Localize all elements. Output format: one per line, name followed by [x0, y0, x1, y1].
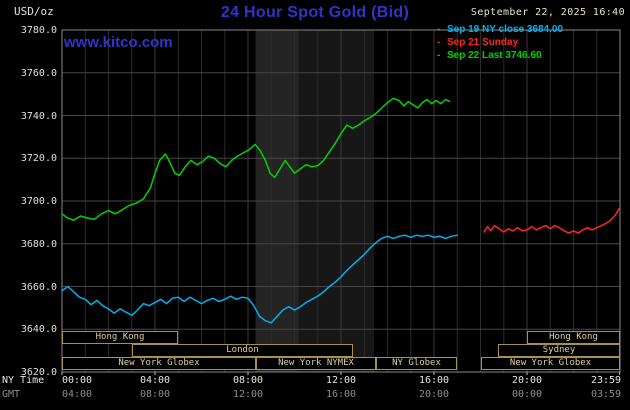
legend-item-sep19: - Sep 19 NY close 3684.00	[437, 23, 563, 36]
x-axis-gmt-tick-label: 20:00	[418, 389, 450, 400]
x-axis-gmt-tick-label: 08:00	[139, 389, 171, 400]
y-axis-label: 3640.0	[20, 324, 57, 335]
x-axis-ny-tick-label: 00:00	[61, 375, 93, 386]
legend-marker-sep22: -	[437, 50, 441, 61]
y-axis-label: 3620.0	[20, 367, 57, 378]
x-axis-gmt-tick-label: 00:00	[511, 389, 543, 400]
x-axis-gmt-tick-label: 04:00	[61, 389, 93, 400]
legend-marker-sep21: -	[437, 37, 441, 48]
y-axis-label: 3720.0	[20, 153, 57, 164]
price-line-sep-19-ny-close	[61, 234, 459, 324]
session-box-new-york-nymex: New York NYMEX	[256, 357, 376, 370]
y-axis-label: 3760.0	[20, 68, 57, 79]
session-box-hong-kong: Hong Kong	[62, 331, 178, 344]
legend-label-sep21: Sep 21 Sunday	[447, 37, 519, 48]
x-axis-gmt-label: GMT	[2, 389, 21, 400]
session-box-sydney: Sydney	[498, 344, 620, 357]
price-line-sep-21-sunday	[483, 207, 621, 234]
session-box-hong-kong: Hong Kong	[527, 331, 620, 344]
y-axis-label: 3660.0	[20, 282, 57, 293]
price-line-sep-22-last	[61, 97, 451, 221]
legend-item-sep22: - Sep 22 Last 3746.60	[437, 49, 563, 62]
x-axis-gmt-tick-label: 03:59	[590, 389, 622, 400]
legend: - Sep 19 NY close 3684.00 - Sep 21 Sunday …	[437, 23, 563, 62]
chart-datetime: September 22, 2025 16:40	[470, 7, 625, 18]
legend-item-sep21: - Sep 21 Sunday	[437, 36, 563, 49]
x-axis-gmt-tick-label: 16:00	[325, 389, 357, 400]
session-box-new-york-globex: New York Globex	[481, 357, 620, 370]
x-axis-ny-tick-label: 20:00	[511, 375, 543, 386]
x-axis-ny-time-label: NY Time	[2, 375, 45, 386]
legend-label-sep22: Sep 22 Last 3746.60	[447, 50, 542, 61]
y-axis-label: 3680.0	[20, 239, 57, 250]
legend-marker-sep19: -	[437, 24, 441, 35]
y-axis-label: 3740.0	[20, 111, 57, 122]
y-axis-label: 3700.0	[20, 196, 57, 207]
session-box-london: London	[132, 344, 353, 357]
session-box-ny-globex: NY Globex	[376, 357, 457, 370]
x-axis-ny-tick-label: 04:00	[139, 375, 171, 386]
x-axis-ny-tick-label: 08:00	[232, 375, 264, 386]
x-axis-ny-tick-label: 12:00	[325, 375, 357, 386]
legend-label-sep19: Sep 19 NY close 3684.00	[447, 24, 564, 35]
session-box-new-york-globex: New York Globex	[62, 357, 256, 370]
y-axis-unit-label: USD/oz	[14, 5, 54, 18]
kitco-watermark-link[interactable]: www.kitco.com	[64, 34, 173, 51]
x-axis-ny-tick-label: 23:59	[590, 375, 622, 386]
x-axis-gmt-tick-label: 12:00	[232, 389, 264, 400]
y-axis-label: 3780.0	[20, 25, 57, 36]
x-axis-ny-tick-label: 16:00	[418, 375, 450, 386]
chart-title: 24 Hour Spot Gold (Bid)	[220, 4, 410, 21]
